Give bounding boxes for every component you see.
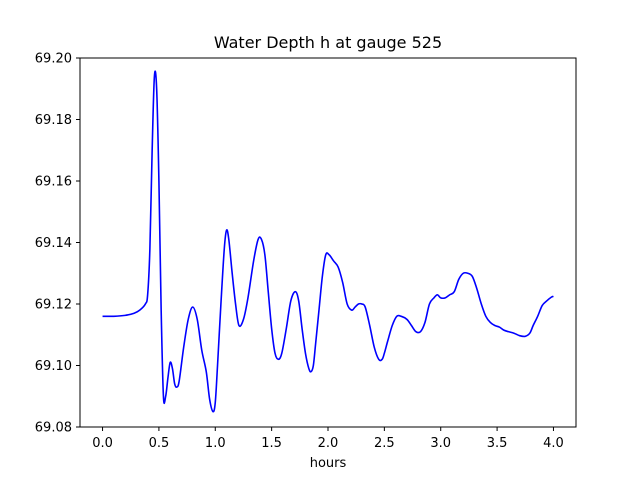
x-axis-label: hours (310, 456, 347, 471)
y-tick-label: 69.08 (35, 421, 72, 436)
x-tick-label: 0.0 (92, 436, 113, 451)
chart-title: Water Depth h at gauge 525 (214, 33, 442, 52)
x-tick-label: 3.0 (430, 436, 451, 451)
x-tick-label: 2.5 (374, 436, 395, 451)
y-tick-label: 69.16 (35, 175, 72, 190)
y-tick-label: 69.20 (35, 52, 72, 67)
x-tick-label: 2.0 (318, 436, 339, 451)
plot-frame (79, 57, 577, 428)
plot-area (102, 70, 554, 413)
x-tick-label: 4.0 (543, 436, 564, 451)
y-tick-label: 69.18 (35, 113, 72, 128)
y-tick-label: 69.14 (35, 236, 72, 251)
x-axis: 0.0 0.5 1.0 1.5 2.0 2.5 3.0 3.5 4.0 (92, 427, 564, 451)
x-tick-label: 1.0 (205, 436, 226, 451)
y-tick-label: 69.12 (35, 298, 72, 313)
water-depth-line (102, 70, 554, 413)
x-tick-label: 3.5 (487, 436, 508, 451)
y-tick-label: 69.10 (35, 359, 72, 374)
y-axis: 69.08 69.10 69.12 69.14 69.16 69.18 69.20 (35, 52, 80, 436)
x-tick-label: 0.5 (149, 436, 170, 451)
x-tick-label: 1.5 (261, 436, 282, 451)
